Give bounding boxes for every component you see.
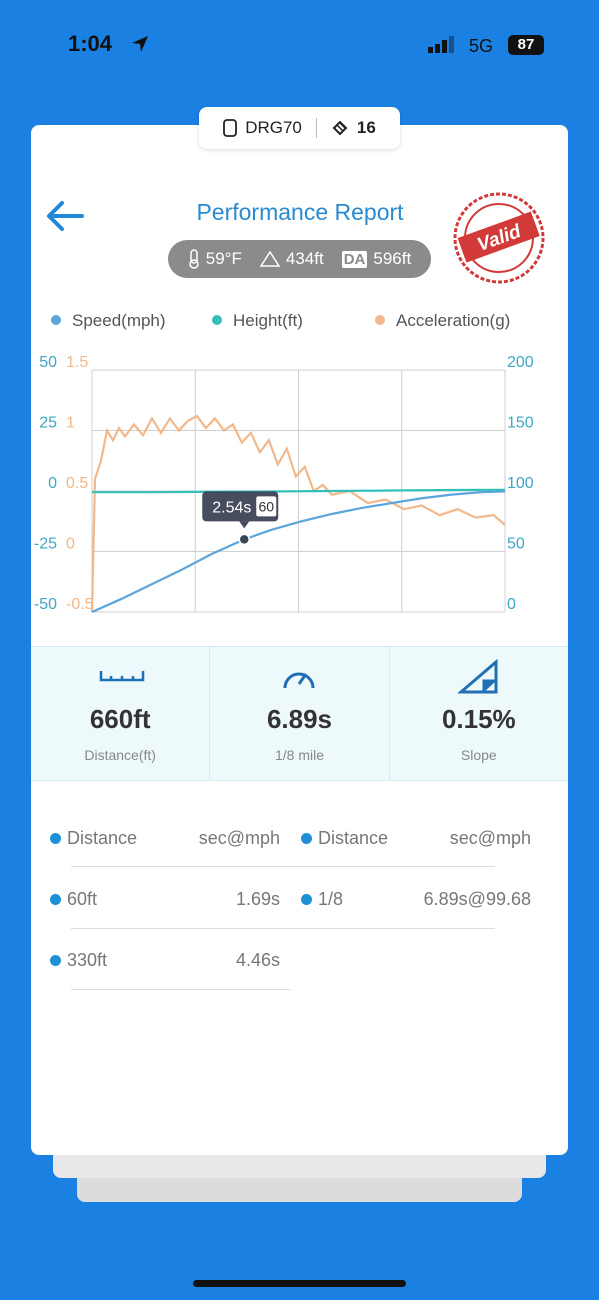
- y3-tick-label: 1.5: [66, 354, 88, 371]
- y2-tick-label: 50: [507, 536, 525, 553]
- column-header: Distance: [67, 828, 138, 848]
- slope-icon: [457, 659, 498, 694]
- annotation-point: [238, 533, 251, 546]
- signal-icon: [428, 36, 454, 53]
- distance: 60ft: [67, 889, 98, 909]
- stat-cell: 660ft Distance(ft): [31, 647, 211, 780]
- stat-value: 660ft: [89, 704, 151, 734]
- device-pill[interactable]: DRG70 16: [199, 107, 400, 149]
- status-time: 1:04: [68, 31, 113, 56]
- y-tick-label: 0: [48, 475, 57, 492]
- chart: -50 -25 0 25 50 -0.5 0 0.5 1 1.5 0 50 100 150 200 Speed…: [34, 311, 534, 614]
- da-badge: DA: [341, 250, 368, 268]
- conditions-pill: 59°F 434ft DA 596ft: [168, 240, 431, 278]
- y-tick-label: 25: [39, 415, 57, 432]
- temperature: 59°F: [205, 249, 242, 268]
- separator: [71, 928, 495, 929]
- valid-stamp: Valid: [453, 192, 545, 284]
- result-row: 60ft 1.69s: [50, 889, 280, 910]
- gauge-icon: [283, 672, 315, 689]
- network: 5G: [469, 36, 494, 56]
- home-indicator: [193, 1280, 406, 1287]
- phone-icon: [223, 119, 238, 137]
- stat-label: Slope: [460, 747, 497, 763]
- tooltip: 2.54s 60: [202, 491, 279, 529]
- stat-cell: 6.89s 1/8 mile: [210, 647, 390, 780]
- series-line: [92, 488, 506, 494]
- y-tick-label: 50: [39, 354, 57, 371]
- distance: 330ft: [67, 950, 108, 970]
- tooltip-speed: 60: [258, 498, 274, 514]
- report-card: [31, 125, 568, 1155]
- column-header: sec@mph: [449, 828, 531, 848]
- results-header: Distance sec@mph: [50, 828, 280, 849]
- device-count: 16: [356, 118, 376, 137]
- battery: 87: [508, 35, 544, 55]
- stat-cell: 0.15% Slope: [390, 647, 568, 780]
- separator: [71, 866, 495, 867]
- tag-icon: [332, 120, 348, 136]
- y3-tick-label: -0.5: [66, 596, 94, 613]
- legend-label: Acceleration(g): [396, 311, 510, 330]
- mountain-icon: [259, 251, 280, 267]
- y3-tick-label: 1: [66, 415, 75, 432]
- tooltip-pointer: [239, 521, 250, 529]
- legend-swatch: [51, 315, 61, 325]
- tooltip-badge: [256, 496, 277, 517]
- device-name: DRG70: [245, 118, 302, 137]
- y2-tick-label: 150: [507, 415, 534, 432]
- legend-label: Height(ft): [233, 311, 303, 330]
- result-row: 330ft 4.46s: [50, 950, 280, 971]
- time: 1.69s: [235, 889, 280, 909]
- column-header: sec@mph: [198, 828, 280, 848]
- tooltip-time: 2.54s: [212, 499, 251, 516]
- y2-tick-label: 0: [507, 596, 516, 613]
- time: 4.46s: [235, 950, 280, 970]
- stat-label: 1/8 mile: [274, 747, 324, 763]
- results-header: Distance sec@mph: [301, 828, 531, 849]
- back-button[interactable]: [44, 198, 86, 234]
- y3-tick-label: 0: [66, 536, 75, 553]
- stat-value: 0.15%: [441, 704, 516, 734]
- column-header: Distance: [318, 828, 389, 848]
- result-row: 1/8 6.89s@99.68: [301, 889, 531, 910]
- divider: [315, 118, 317, 138]
- time: 6.89s@99.68: [423, 889, 531, 909]
- stats-band: 660ft Distance(ft) 6.89s 1/8 mile 0.15% …: [31, 646, 568, 781]
- thermometer-icon: [189, 249, 199, 269]
- series-line: [90, 414, 506, 613]
- ruler-icon: [99, 671, 145, 682]
- legend-swatch: [212, 315, 222, 325]
- series-line: [91, 490, 506, 614]
- location-icon: [132, 36, 148, 52]
- altitude: 434ft: [285, 249, 324, 268]
- legend-label: Speed(mph): [72, 311, 166, 330]
- y-tick-label: -50: [34, 596, 57, 613]
- y2-tick-label: 200: [507, 354, 534, 371]
- stat-label: Distance(ft): [84, 747, 156, 763]
- title: Performance Report: [196, 199, 404, 225]
- density-altitude: 596ft: [373, 249, 412, 268]
- y2-tick-label: 100: [507, 475, 534, 492]
- stat-value: 6.89s: [266, 704, 333, 734]
- distance: 1/8: [318, 889, 344, 909]
- y-tick-label: -25: [34, 536, 57, 553]
- y3-tick-label: 0.5: [66, 475, 88, 492]
- separator: [71, 989, 290, 990]
- legend-swatch: [375, 315, 385, 325]
